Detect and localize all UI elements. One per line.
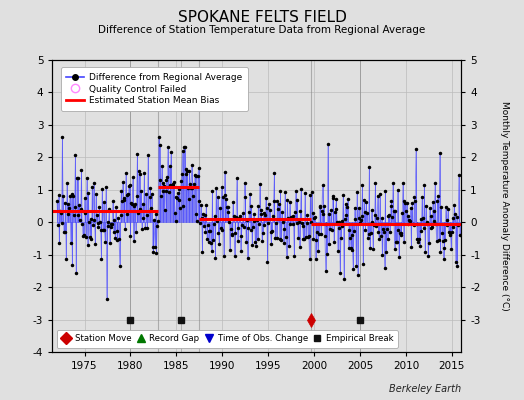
Text: Berkeley Earth: Berkeley Earth <box>389 384 461 394</box>
Text: Difference of Station Temperature Data from Regional Average: Difference of Station Temperature Data f… <box>99 25 425 35</box>
Y-axis label: Monthly Temperature Anomaly Difference (°C): Monthly Temperature Anomaly Difference (… <box>500 101 509 311</box>
Text: SPOKANE FELTS FIELD: SPOKANE FELTS FIELD <box>178 10 346 25</box>
Legend: Station Move, Record Gap, Time of Obs. Change, Empirical Break: Station Move, Record Gap, Time of Obs. C… <box>57 330 398 348</box>
